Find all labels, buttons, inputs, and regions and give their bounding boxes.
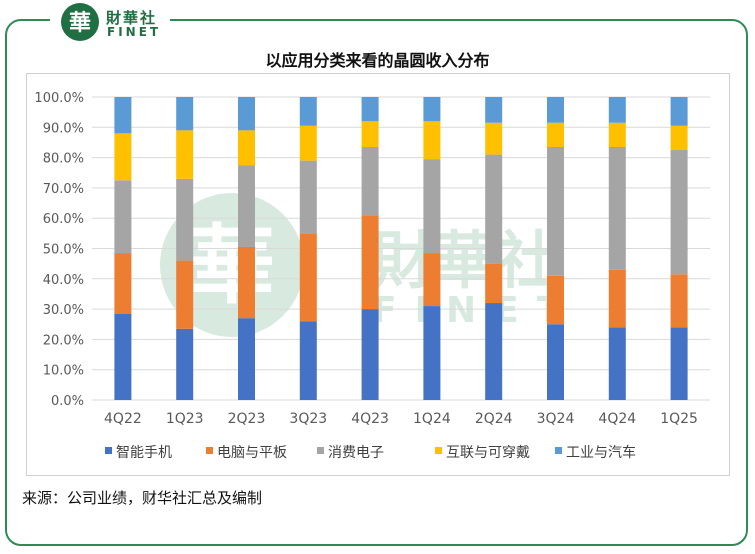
y-tick-label: 70.0% xyxy=(43,182,84,197)
y-tick-label: 90.0% xyxy=(43,121,84,136)
y-tick-label: 50.0% xyxy=(43,243,84,258)
plot-area-border xyxy=(26,73,730,476)
bar-segment xyxy=(670,125,688,151)
bar-segment xyxy=(670,97,688,126)
y-tick-label: 40.0% xyxy=(43,273,84,288)
y-tick-label: 0.0% xyxy=(51,394,84,409)
bar-segment xyxy=(608,97,626,123)
legend-swatch xyxy=(317,447,324,454)
source-note: 来源：公司业绩，财华社汇总及编制 xyxy=(22,489,263,507)
legend-label: 电脑与平板 xyxy=(217,445,287,461)
bar-segment xyxy=(238,246,255,319)
bar-segment xyxy=(361,215,379,310)
bar-segment xyxy=(547,122,564,147)
x-tick-label: 3Q23 xyxy=(289,411,327,427)
bar-segment xyxy=(423,253,441,307)
bar-segment xyxy=(361,309,379,400)
logo-name-en: FINET xyxy=(107,25,162,39)
bar-segment xyxy=(670,327,688,400)
bar-segment xyxy=(485,154,503,264)
bar-segment xyxy=(361,97,379,122)
finet-seal-logo: 華 xyxy=(61,3,99,41)
bar-segment xyxy=(547,275,564,325)
legend-swatch xyxy=(105,447,112,454)
bar-segment xyxy=(238,165,255,247)
bar-segment xyxy=(670,150,688,275)
bar-segment xyxy=(670,274,688,328)
x-tick-label: 1Q23 xyxy=(166,411,204,427)
bar-segment xyxy=(176,328,194,400)
bar-segment xyxy=(299,321,317,400)
bar-segment xyxy=(608,122,626,147)
bar-segment xyxy=(608,327,626,400)
bar-segment xyxy=(547,97,564,123)
bar-segment xyxy=(176,178,194,261)
bar-segment xyxy=(547,324,564,400)
legend-swatch xyxy=(555,447,562,454)
legend-swatch xyxy=(435,447,442,454)
bar-segment xyxy=(361,121,379,147)
bar-segment xyxy=(423,97,441,122)
bar-segment xyxy=(114,97,132,134)
bar-segment xyxy=(485,97,503,123)
chart-title: 以应用分类来看的晶圆收入分布 xyxy=(265,51,490,70)
svg-text:華: 華 xyxy=(69,11,91,36)
legend-label: 互联与可穿戴 xyxy=(446,445,530,461)
bar-segment xyxy=(423,159,441,254)
watermark-seal xyxy=(160,193,304,337)
legend-label: 消费电子 xyxy=(328,445,384,461)
bar-segment xyxy=(176,97,194,131)
legend-label: 智能手机 xyxy=(116,445,172,461)
bar-segment xyxy=(238,318,255,400)
x-tick-label: 3Q24 xyxy=(537,411,575,427)
legend-label: 工业与汽车 xyxy=(566,444,636,461)
x-tick-label: 1Q25 xyxy=(660,411,698,427)
legend-swatch xyxy=(206,447,213,454)
bar-segment xyxy=(361,146,379,216)
bar-segment xyxy=(423,306,441,400)
bar-segment xyxy=(299,233,317,322)
y-tick-label: 20.0% xyxy=(43,333,84,348)
bar-segment xyxy=(114,133,132,181)
x-tick-label: 2Q23 xyxy=(228,411,266,427)
y-tick-label: 80.0% xyxy=(43,152,84,167)
y-tick-label: 60.0% xyxy=(43,212,84,227)
x-tick-label: 4Q24 xyxy=(598,411,636,427)
bar-segment xyxy=(176,130,194,179)
bar-segment xyxy=(114,180,132,254)
y-tick-label: 30.0% xyxy=(43,303,84,318)
y-tick-label: 100.0% xyxy=(34,91,84,106)
bar-segment xyxy=(423,121,441,160)
bar-segment xyxy=(485,303,503,400)
bar-segment xyxy=(114,253,132,314)
bar-segment xyxy=(608,146,626,270)
x-tick-label: 4Q22 xyxy=(104,411,142,427)
bar-segment xyxy=(608,269,626,328)
x-tick-label: 1Q24 xyxy=(413,411,451,427)
watermark-text-cn: 財華社 xyxy=(372,224,558,297)
bar-segment xyxy=(485,263,503,304)
bar-segment xyxy=(238,97,255,131)
bar-segment xyxy=(299,160,317,234)
watermark-text-en: FINET xyxy=(372,290,579,331)
bar-segment xyxy=(547,146,564,276)
bar-segment xyxy=(114,313,132,400)
y-tick-label: 10.0% xyxy=(43,364,84,379)
bar-segment xyxy=(299,97,317,126)
x-tick-label: 2Q24 xyxy=(475,411,513,427)
x-tick-label: 4Q23 xyxy=(351,411,389,427)
bar-segment xyxy=(485,122,503,155)
logo-name-cn: 財華社 xyxy=(106,9,158,27)
watermark-seal-char: 華 xyxy=(189,216,275,316)
bar-segment xyxy=(238,130,255,166)
bar-segment xyxy=(299,125,317,161)
bar-segment xyxy=(176,260,194,329)
